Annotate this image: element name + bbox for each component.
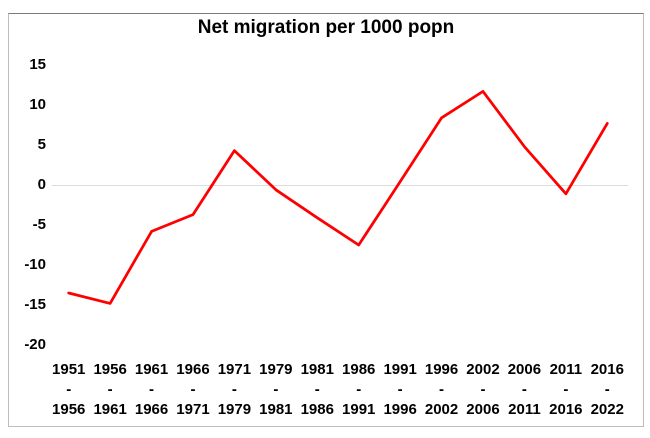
x-category-label-line: 2006 xyxy=(466,401,500,418)
x-category-label-line: 1981 xyxy=(259,401,293,418)
x-category-label: 1956 - 1961 xyxy=(89,360,130,420)
chart-title: Net migration per 1000 popn xyxy=(197,17,455,38)
x-category-label-line: 2006 xyxy=(507,361,542,378)
x-category-label-line: - xyxy=(314,381,320,398)
x-category-label-line: - xyxy=(66,381,72,398)
x-category-label-line: - xyxy=(563,381,569,398)
x-category-label-line: - xyxy=(107,381,113,398)
x-category-label: 1996 - 2002 xyxy=(421,360,462,420)
x-category-label-line: 1996 xyxy=(424,361,459,378)
x-category-label: 1951 - 1956 xyxy=(48,360,89,420)
x-category-label-line: - xyxy=(521,381,527,398)
x-category-label-line: - xyxy=(190,381,196,398)
x-category-label-line: 2002 xyxy=(424,401,459,418)
x-category-label-line: 1956 xyxy=(52,401,86,418)
x-category-label-line: 1966 xyxy=(134,401,169,418)
x-category-label: 1979 - 1981 xyxy=(255,360,296,420)
x-category-label-line: 1961 xyxy=(93,401,127,418)
x-category-label-line: 1971 xyxy=(176,401,210,418)
x-category-label-line: 1951 xyxy=(52,361,86,378)
x-category-label: 1986 - 1991 xyxy=(338,360,379,420)
zero-gridline xyxy=(52,185,628,186)
x-category-label: 2011 - 2016 xyxy=(545,360,586,420)
x-category-label: 2002 - 2006 xyxy=(462,360,503,420)
x-category-label: 1991 - 1996 xyxy=(379,360,420,420)
x-category-label-line: - xyxy=(356,381,362,398)
y-tick-label: -5 xyxy=(32,216,46,233)
x-category-label: 1966 - 1971 xyxy=(172,360,213,420)
y-tick-label: 0 xyxy=(37,176,46,193)
x-category-label-line: - xyxy=(439,381,445,398)
x-category-label-line: - xyxy=(273,381,279,398)
x-category-label-line: 1979 xyxy=(259,361,293,378)
x-category-label-line: - xyxy=(604,381,610,398)
x-category-label: 2006 - 2011 xyxy=(504,360,545,420)
x-category-label-line: 1986 xyxy=(342,361,376,378)
x-category-label: 2016 - 2022 xyxy=(587,360,628,420)
x-category-label-line: 1956 xyxy=(93,361,127,378)
x-category-label-line: 1966 xyxy=(176,361,210,378)
x-category-label: 1961 - 1966 xyxy=(131,360,172,420)
x-category-label-line: 1991 xyxy=(342,401,376,418)
x-category-label-line: 1981 xyxy=(300,361,334,378)
y-tick-label: 10 xyxy=(29,96,46,113)
x-category-label-line: 1971 xyxy=(217,361,252,378)
x-category-label-line: 2002 xyxy=(466,361,500,378)
x-category-label-line: 1991 xyxy=(383,361,417,378)
x-category-label-line: 1979 xyxy=(217,401,252,418)
x-category-label-line: 1986 xyxy=(300,401,334,418)
x-category-label-line: 2016 xyxy=(549,401,583,418)
x-category-label-line: 2011 xyxy=(549,361,583,378)
y-tick-label: 5 xyxy=(37,136,46,153)
x-category-label-line: 1961 xyxy=(134,361,169,378)
y-tick-label: -10 xyxy=(24,256,46,273)
y-tick-label: -15 xyxy=(24,296,46,313)
y-tick-label: 15 xyxy=(29,56,46,73)
x-category-label-line: 2022 xyxy=(590,401,624,418)
x-category-label-line: 2016 xyxy=(590,361,624,378)
x-category-label-line: - xyxy=(149,381,155,398)
x-category-label-line: - xyxy=(397,381,403,398)
x-category-label-line: 1996 xyxy=(383,401,417,418)
x-category-label-line: - xyxy=(231,381,237,398)
x-category-label: 1981 - 1986 xyxy=(297,360,338,420)
x-category-label: 1971 - 1979 xyxy=(214,360,255,420)
y-tick-label: -20 xyxy=(24,336,46,353)
x-category-label-line: - xyxy=(480,381,486,398)
x-category-label-line: 2011 xyxy=(508,401,541,418)
